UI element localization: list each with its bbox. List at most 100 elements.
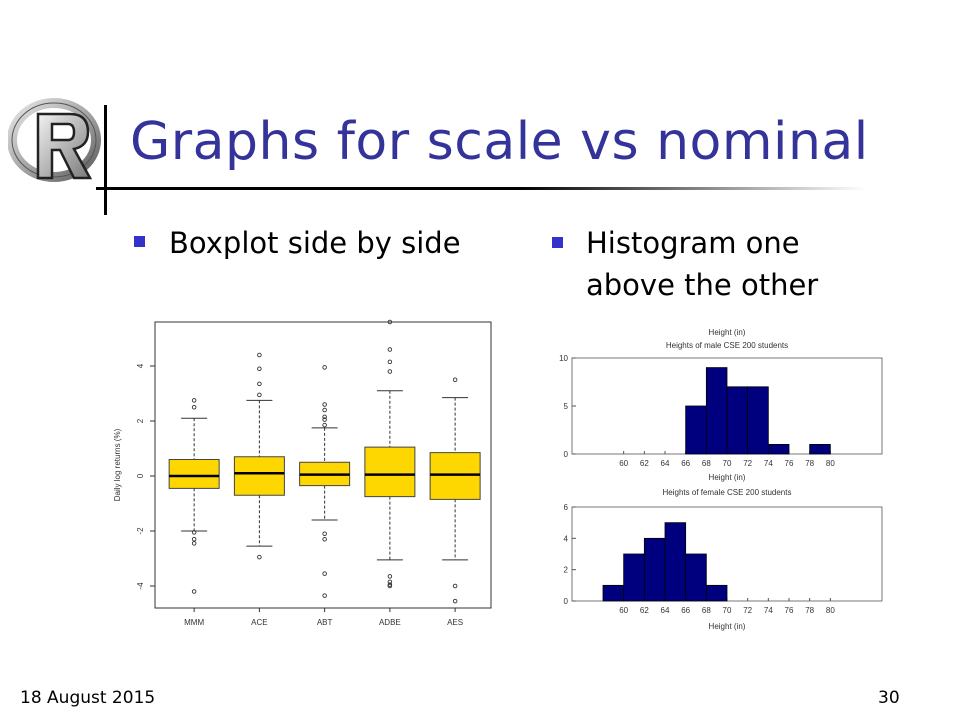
male-y-tick-label: 5 (564, 402, 569, 411)
outlier-point (387, 347, 393, 352)
outlier-point (452, 377, 458, 383)
female-y-tick-label: 6 (564, 503, 569, 512)
x-tick-label: AES (447, 618, 463, 627)
outlier-point (322, 422, 327, 428)
boxplot-chart: -4 -2 0 2 4 Daily log returns (%) MMM ACE ABT ADB… (113, 319, 492, 627)
outlier-point (257, 352, 262, 358)
x-tick-label: MMM (184, 618, 204, 627)
outlier-point (387, 319, 393, 325)
male-top-axis-label: Height (in) (709, 328, 746, 337)
outlier-point (322, 593, 327, 598)
outlier-point (257, 381, 262, 387)
outlier-point (322, 407, 327, 413)
male-y-tick-label: 0 (564, 450, 569, 459)
x-tick-label: ADBE (379, 618, 401, 627)
y-tick-label: 0 (136, 473, 145, 478)
box (168, 459, 220, 489)
y-tick-label: 4 (136, 363, 145, 368)
y-tick-label: 2 (136, 418, 145, 423)
histogram-chart: Height (in) Heights of male CSE 200 stude… (559, 328, 883, 631)
page-number: 30 (878, 688, 900, 708)
female-x-tick-label: 64 (661, 606, 670, 615)
female-histogram-bar (602, 584, 625, 602)
title-underline (96, 187, 866, 190)
male-x-tick-label: 80 (826, 459, 835, 468)
male-x-tick-label: 62 (640, 459, 649, 468)
female-x-tick-label: 70 (723, 606, 732, 615)
male-histogram-bar (809, 444, 831, 455)
male-x-axis-label: Height (in) (709, 473, 746, 482)
bullet-square-icon (552, 237, 563, 248)
bullet-left: Boxplot side by side (134, 222, 461, 264)
outlier-point (191, 404, 197, 410)
male-histogram-bar (767, 444, 790, 455)
female-x-tick-label: 66 (681, 606, 690, 615)
male-histogram-bar (685, 405, 707, 455)
outlier-point (387, 583, 393, 589)
bullet-left-text: Boxplot side by side (169, 226, 461, 260)
outlier-point (257, 366, 262, 372)
x-tick-label: ACE (251, 618, 267, 627)
outlier-point (191, 530, 197, 535)
female-y-tick-label: 4 (564, 534, 569, 543)
male-y-tick-label: 10 (559, 354, 568, 363)
female-chart-title: Heights of female CSE 200 students (663, 488, 792, 497)
outlier-point (322, 365, 327, 370)
male-x-tick-label: 66 (681, 459, 690, 468)
outlier-point (387, 369, 393, 374)
male-histogram-bar (705, 367, 728, 455)
male-x-tick-label: 78 (805, 459, 814, 468)
male-x-tick-label: 60 (619, 459, 628, 468)
female-x-tick-label: 68 (702, 606, 711, 615)
plot-frame (154, 321, 492, 609)
male-x-tick-label: 72 (743, 459, 752, 468)
outlier-point (322, 536, 327, 542)
bullet-right: Histogram one above the other (552, 222, 852, 306)
outlier-point (191, 589, 197, 594)
male-x-tick-label: 68 (702, 459, 711, 468)
male-histogram-bar (747, 386, 769, 455)
title-vertical-rule (104, 105, 107, 215)
female-x-tick-label: 78 (805, 606, 814, 615)
slide-title: Graphs for scale vs nominal (130, 112, 869, 172)
male-x-tick-label: 74 (764, 459, 773, 468)
bullet-square-icon (134, 236, 145, 247)
outlier-point (322, 571, 327, 576)
female-histogram-bar (664, 522, 687, 602)
female-y-tick-label: 2 (564, 566, 569, 575)
female-x-tick-label: 60 (619, 606, 628, 615)
outlier-point (387, 574, 393, 579)
outlier-point (387, 359, 393, 365)
outlier-point (191, 541, 197, 546)
outlier-point (452, 583, 458, 589)
female-x-tick-label: 76 (785, 606, 794, 615)
outlier-point (191, 536, 197, 542)
outlier-point (257, 392, 262, 398)
outlier-point (322, 531, 327, 536)
outlier-point (257, 554, 262, 560)
outlier-point (191, 398, 197, 403)
female-histogram-bar (705, 584, 728, 602)
female-x-tick-label: 62 (640, 606, 649, 615)
female-histogram-bar (623, 553, 645, 602)
footer-date: 18 August 2015 (20, 688, 156, 708)
male-chart-title: Heights of male CSE 200 students (666, 341, 788, 350)
female-x-tick-label: 72 (743, 606, 752, 615)
r-logo-icon (8, 98, 101, 182)
female-x-tick-label: 80 (826, 606, 835, 615)
female-y-tick-label: 0 (564, 597, 569, 606)
female-x-tick-label: 74 (764, 606, 773, 615)
outlier-point (452, 598, 458, 604)
y-tick-label: -2 (136, 527, 145, 535)
box (233, 456, 285, 496)
outlier-point (322, 402, 327, 407)
male-histogram-bar (726, 386, 749, 455)
box (429, 452, 481, 500)
y-axis-label: Daily log returns (%) (113, 428, 122, 501)
x-tick-label: ABT (317, 618, 333, 627)
outlier-point (387, 579, 393, 585)
outlier-point (387, 582, 393, 587)
female-histogram-bar (643, 537, 666, 602)
outlier-point (322, 417, 327, 422)
male-x-tick-label: 76 (785, 459, 794, 468)
